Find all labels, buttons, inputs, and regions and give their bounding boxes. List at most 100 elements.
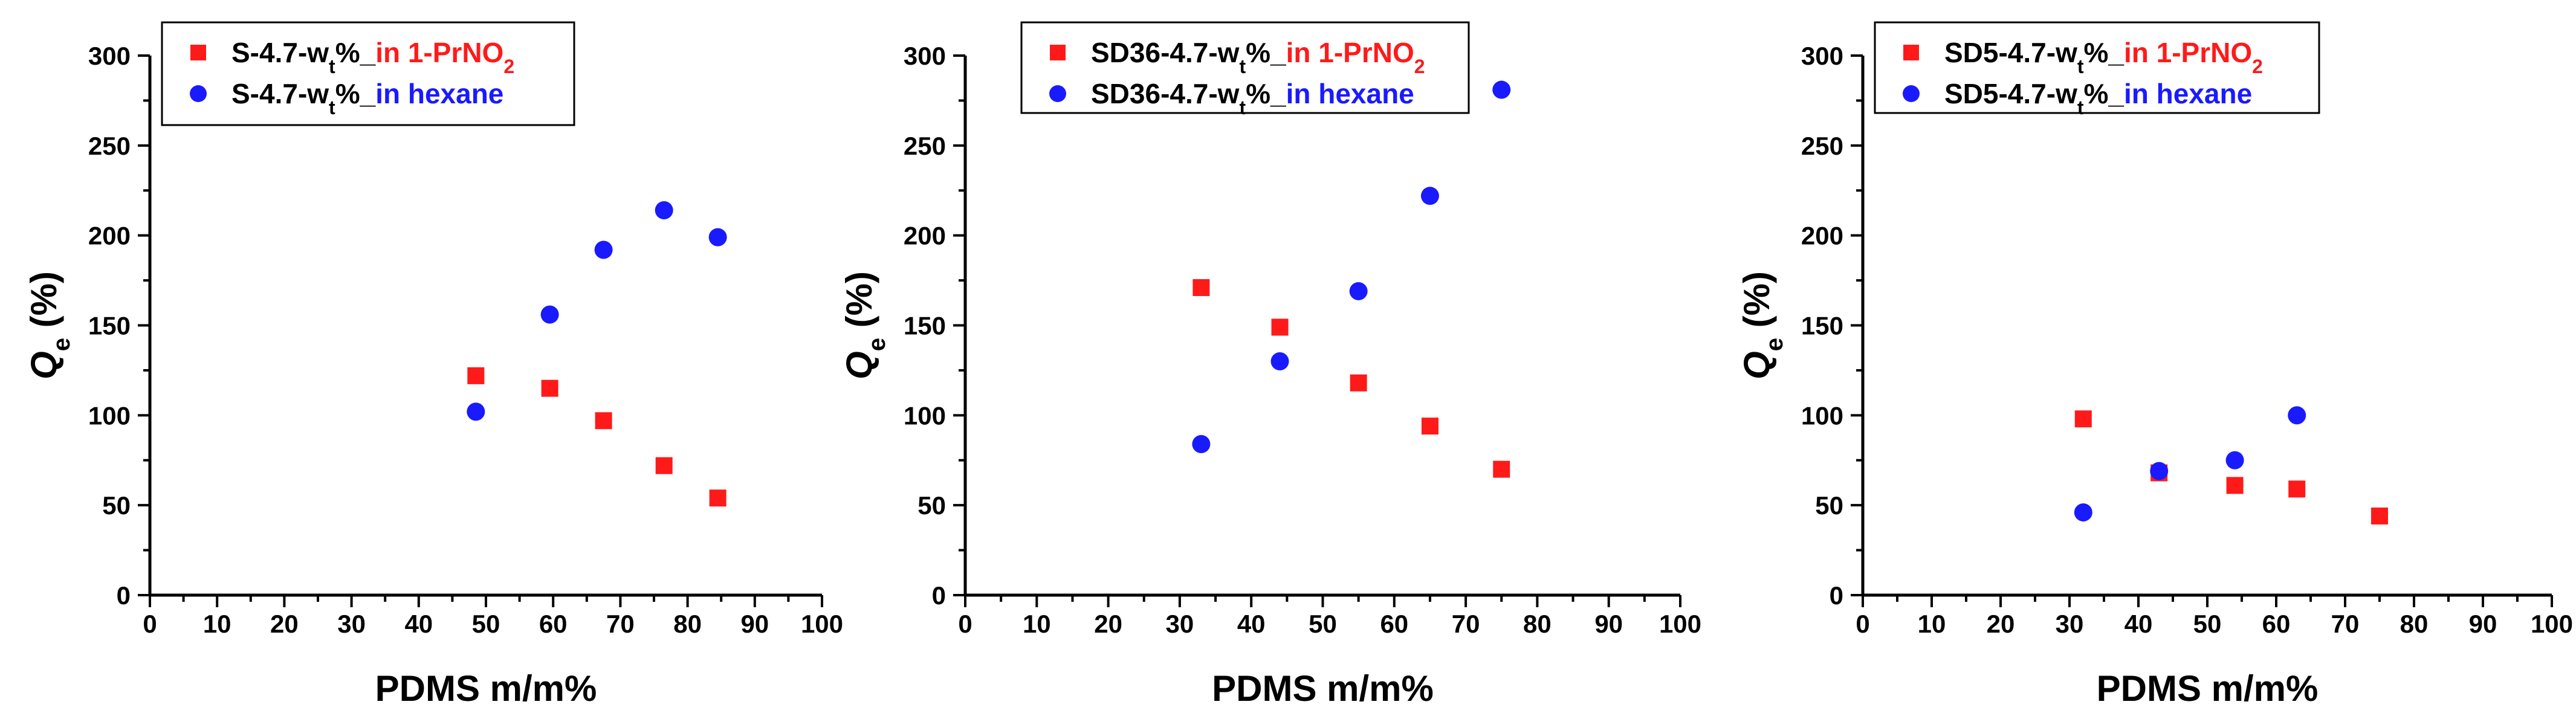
x-tick-label: 30 xyxy=(337,610,366,638)
x-tick-label: 0 xyxy=(958,610,972,638)
y-tick-label: 50 xyxy=(917,491,946,520)
legend-box xyxy=(1874,21,2320,114)
data-point-square xyxy=(595,412,612,430)
x-tick-label: 60 xyxy=(2262,610,2291,638)
x-tick-label: 80 xyxy=(673,610,702,638)
data-point-circle xyxy=(594,240,613,259)
legend-box xyxy=(161,21,575,126)
y-axis-title: Qe (%) xyxy=(839,271,890,379)
y-tick-label: 250 xyxy=(1801,132,1843,160)
data-point-square xyxy=(2288,480,2306,498)
x-tick-label: 100 xyxy=(2531,610,2573,638)
data-point-circle xyxy=(2074,503,2092,522)
x-tick-label: 70 xyxy=(606,610,635,638)
legend-marker-circle xyxy=(190,85,207,102)
y-tick-label: 100 xyxy=(904,401,946,430)
legend-marker-square xyxy=(190,45,206,60)
data-point-circle xyxy=(2150,462,2169,480)
data-point-circle xyxy=(1492,80,1511,99)
x-tick-label: 90 xyxy=(1594,610,1623,638)
y-tick-label: 0 xyxy=(117,581,131,610)
data-point-circle xyxy=(1192,434,1211,453)
x-tick-label: 60 xyxy=(1380,610,1408,638)
data-point-square xyxy=(1421,418,1438,435)
data-point-circle xyxy=(2288,406,2306,425)
chart-panel-3: 0 10 20 30 40 50 60 70 80 90 100 0 50 100 150 200 250 300… xyxy=(1736,21,2573,709)
x-tick-label: 70 xyxy=(2331,610,2360,638)
x-tick-label: 90 xyxy=(740,610,769,638)
x-tick-label: 20 xyxy=(1094,610,1122,638)
chart-panel-1: 0 10 20 30 40 50 60 70 80 90 100 0 50 100 150 200 250 300… xyxy=(24,21,843,709)
x-tick-label: 10 xyxy=(1023,610,1051,638)
y-tick-label: 100 xyxy=(1801,401,1843,430)
y-tick-label: 200 xyxy=(1801,222,1843,250)
x-axis-title: PDMS m/m% xyxy=(2097,668,2319,709)
x-tick-label: 20 xyxy=(270,610,299,638)
y-axis-title: Qe (%) xyxy=(24,271,75,379)
x-tick-label: 10 xyxy=(1918,610,1946,638)
x-tick-label: 100 xyxy=(1659,610,1701,638)
x-tick-label: 40 xyxy=(2125,610,2153,638)
data-point-circle xyxy=(655,201,673,219)
data-point-circle xyxy=(1270,352,1289,371)
data-point-square xyxy=(2371,508,2388,525)
chart-panel-2: 0 10 20 30 40 50 60 70 80 90 100 0 50 100 150 200 250 300… xyxy=(839,21,1701,709)
y-tick-label: 250 xyxy=(88,132,131,160)
y-tick-label: 300 xyxy=(904,42,946,70)
x-axis-title: PDMS m/m% xyxy=(1212,668,1434,709)
data-point-circle xyxy=(708,228,727,247)
x-tick-label: 40 xyxy=(1237,610,1266,638)
legend-label: SD5-4.7-wt%_in hexane xyxy=(1944,78,2252,118)
x-tick-label: 70 xyxy=(1452,610,1480,638)
x-tick-label: 60 xyxy=(539,610,568,638)
data-point-square xyxy=(1271,318,1289,336)
legend-marker-circle xyxy=(1049,85,1066,102)
data-point-square xyxy=(655,457,673,474)
legend-box xyxy=(1020,21,1470,114)
x-tick-label: 40 xyxy=(404,610,433,638)
y-tick-label: 50 xyxy=(102,491,131,520)
y-tick-label: 200 xyxy=(904,222,946,250)
y-tick-label: 0 xyxy=(1830,581,1843,610)
x-tick-label: 50 xyxy=(472,610,500,638)
data-point-square xyxy=(1193,279,1210,296)
legend-label: SD5-4.7-wt%_in 1-PrNO2 xyxy=(1944,37,2263,77)
x-tick-label: 50 xyxy=(1309,610,1337,638)
legend-marker-square xyxy=(1050,45,1066,60)
x-tick-label: 30 xyxy=(2056,610,2084,638)
x-tick-label: 10 xyxy=(203,610,231,638)
data-point-circle xyxy=(1420,187,1439,205)
legend-marker-square xyxy=(1903,45,1919,60)
x-tick-label: 20 xyxy=(1987,610,2015,638)
y-tick-label: 250 xyxy=(904,132,946,160)
x-tick-label: 90 xyxy=(2469,610,2497,638)
x-tick-label: 50 xyxy=(2193,610,2222,638)
x-tick-label: 100 xyxy=(801,610,843,638)
data-point-square xyxy=(1493,460,1510,478)
x-tick-label: 30 xyxy=(1166,610,1194,638)
y-tick-label: 150 xyxy=(88,312,131,340)
y-tick-label: 150 xyxy=(904,312,946,340)
data-point-circle xyxy=(540,305,559,324)
y-tick-label: 300 xyxy=(88,42,131,70)
data-point-square xyxy=(541,379,558,397)
data-point-circle xyxy=(1349,282,1368,300)
legend-label: SD36-4.7-wt%_in hexane xyxy=(1091,78,1414,118)
legend-label: SD36-4.7-wt%_in 1-PrNO2 xyxy=(1091,37,1425,77)
legend-label: S-4.7-wt%_in 1-PrNO2 xyxy=(231,37,514,77)
y-axis-title: Qe (%) xyxy=(1736,271,1788,379)
x-axis-title: PDMS m/m% xyxy=(375,668,597,709)
y-tick-label: 50 xyxy=(1815,491,1843,520)
x-tick-label: 0 xyxy=(143,610,157,638)
x-tick-label: 80 xyxy=(1523,610,1552,638)
y-tick-label: 100 xyxy=(88,401,131,430)
y-tick-label: 150 xyxy=(1801,312,1843,340)
data-point-circle xyxy=(2225,451,2244,469)
y-tick-label: 0 xyxy=(932,581,946,610)
data-point-square xyxy=(2074,410,2092,428)
x-tick-label: 80 xyxy=(2400,610,2429,638)
data-point-square xyxy=(1350,374,1367,392)
